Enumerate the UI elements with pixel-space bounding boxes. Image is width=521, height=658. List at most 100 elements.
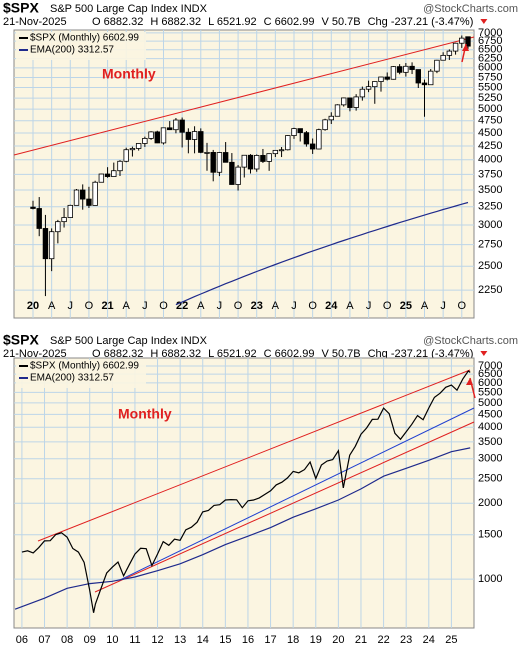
candle-body (353, 96, 359, 108)
candle-body (260, 155, 266, 162)
candle-body (160, 127, 167, 144)
candle-body (222, 152, 229, 163)
candle-body (291, 128, 297, 136)
candle-body (67, 204, 73, 218)
candle-body (378, 76, 384, 82)
price-line (21, 370, 471, 613)
x-tick-label: 24 (423, 634, 435, 646)
y-tick-label: 3500 (478, 184, 502, 196)
x-tick-label: 23 (400, 634, 412, 646)
candle-body (459, 37, 465, 44)
candle-body (446, 50, 453, 56)
candle-body (328, 115, 334, 121)
x-tick-label: J (68, 300, 74, 312)
x-tick-label: A (272, 300, 280, 312)
candle-body (92, 181, 98, 206)
y-tick-label: 7000 (478, 27, 502, 39)
trend-line (94, 421, 475, 593)
candle-body (396, 66, 403, 73)
candle-body (142, 137, 148, 144)
quote-item: O 6882.32 (92, 348, 143, 360)
x-tick-label: O (85, 300, 94, 312)
candle-body (191, 131, 198, 140)
x-tick-label: 11 (129, 634, 140, 646)
x-tick-label: 07 (38, 634, 50, 646)
date: 21-Nov-2025 (3, 348, 67, 360)
x-tick-label: A (421, 300, 429, 312)
title: S&P 500 Large Cap Index INDX (50, 335, 208, 347)
x-tick-label: A (346, 300, 354, 312)
x-tick-label: J (142, 300, 148, 312)
x-tick-label: 10 (106, 634, 118, 646)
candle-body (173, 119, 179, 131)
candle-body (98, 173, 105, 183)
x-tick-label: J (366, 300, 372, 312)
candle-body (123, 149, 129, 162)
x-tick-label: 21 (355, 634, 367, 646)
quote-item: L 6521.92 (208, 16, 257, 28)
annotation: Monthly (118, 406, 172, 422)
candle-body (272, 149, 279, 155)
candle-body (434, 59, 440, 72)
candle-body (452, 42, 459, 52)
x-tick-label: 13 (174, 634, 186, 646)
x-tick-label: O (308, 300, 317, 312)
candle-body (198, 131, 204, 153)
candle-body (347, 97, 353, 108)
candle-body (48, 231, 55, 260)
candle-body (365, 86, 372, 90)
trend-line (13, 36, 475, 156)
y-tick-label: 3250 (478, 201, 502, 213)
y-tick-label: 7000 (478, 360, 502, 372)
candle-body (104, 173, 111, 177)
x-tick-label: A (197, 300, 205, 312)
y-tick-label: 4500 (478, 408, 502, 420)
x-tick-label: 19 (310, 634, 322, 646)
x-tick-label: J (217, 300, 223, 312)
candle-body (42, 228, 49, 260)
legend-box (16, 32, 146, 60)
arrow-head (466, 378, 473, 385)
candle-body (341, 97, 347, 106)
x-tick-label: A (123, 300, 131, 312)
candle-body (154, 131, 160, 144)
date: 21-Nov-2025 (3, 16, 67, 28)
legend-label: $SPX (Monthly) 6602.99 (30, 33, 139, 44)
x-tick-label: 20 (332, 634, 344, 646)
candle-body (415, 69, 421, 84)
candle-body (204, 151, 210, 154)
x-tick-label: 22 (377, 634, 389, 646)
y-tick-label: 2250 (478, 284, 502, 296)
down-marker (480, 351, 488, 356)
x-tick-label: O (458, 300, 467, 312)
candle-body (372, 81, 378, 88)
candle-body (359, 88, 366, 98)
x-tick-label: O (159, 300, 168, 312)
quote-item: O 6882.32 (92, 16, 143, 28)
y-tick-label: 6500 (478, 368, 502, 380)
x-tick-label: 14 (197, 634, 209, 646)
candle-body (465, 36, 471, 47)
candle-body (403, 65, 409, 73)
source: @StockCharts.com (423, 335, 518, 347)
y-tick-label: 1000 (478, 573, 502, 585)
y-tick-label: 6000 (478, 62, 502, 74)
y-tick-label: 6250 (478, 52, 502, 64)
candle-body (73, 189, 80, 206)
symbol: $SPX (3, 0, 39, 16)
candle-body (179, 119, 185, 133)
candle-body (36, 208, 42, 229)
candle-body (229, 161, 235, 185)
y-tick-label: 4000 (478, 421, 502, 433)
y-tick-label: 2000 (478, 497, 502, 509)
y-tick-label: 4750 (478, 115, 502, 127)
y-tick-label: 3500 (478, 436, 502, 448)
candle-body (278, 149, 285, 152)
header-bar (0, 332, 521, 358)
legend-label: EMA(200) 3312.57 (30, 373, 114, 384)
x-tick-label: 12 (151, 634, 163, 646)
candle-body (254, 155, 260, 170)
candle-body (390, 66, 397, 80)
quote-item: V 50.7B (321, 16, 360, 28)
legend-label: $SPX (Monthly) 6602.99 (30, 361, 139, 372)
